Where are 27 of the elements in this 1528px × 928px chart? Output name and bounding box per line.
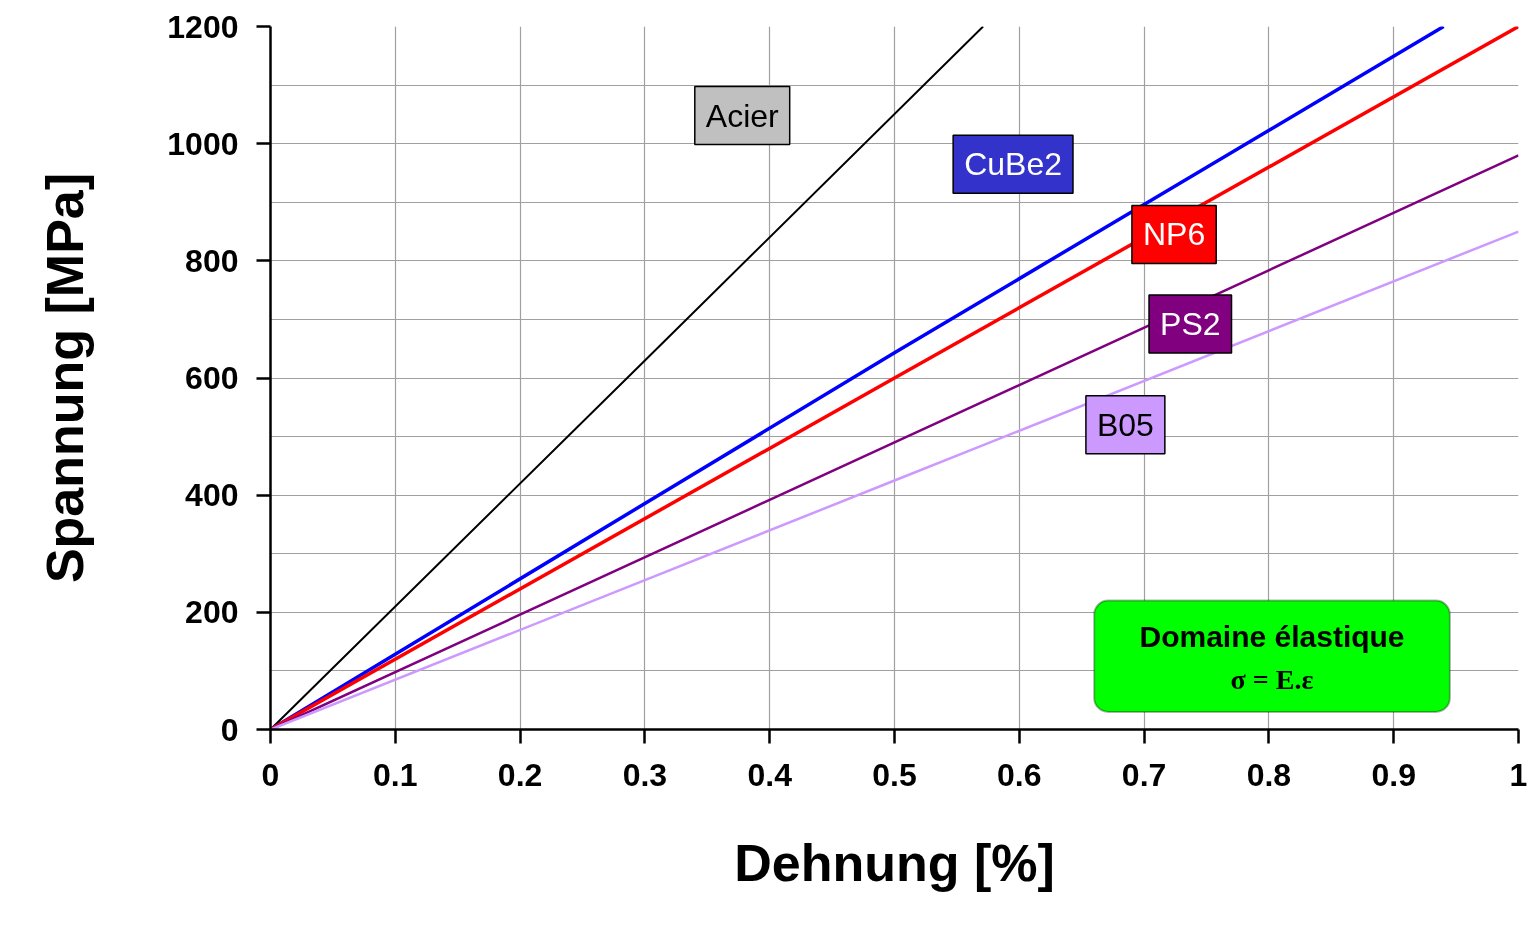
y-tick-label: 1000 xyxy=(167,125,239,162)
x-axis-title: Dehnung [%] xyxy=(734,833,1055,892)
y-tick-label: 200 xyxy=(185,594,239,631)
x-tick-label: 0.7 xyxy=(1121,756,1167,793)
series-label: PS2 xyxy=(1160,306,1221,343)
x-tick-label: 0.9 xyxy=(1371,756,1416,793)
y-tick-label: 400 xyxy=(185,477,239,514)
y-tick-label: 800 xyxy=(185,242,239,279)
x-tick-label: 0.2 xyxy=(497,756,543,793)
annotation: Domaine élastique xyxy=(1139,620,1405,654)
y-tick-label: 0 xyxy=(220,711,239,748)
x-tick-label: 1 xyxy=(1509,756,1528,793)
x-tick-label: 0.6 xyxy=(997,756,1042,793)
series-label: CuBe2 xyxy=(964,146,1062,183)
x-tick-label: 0.5 xyxy=(872,756,917,793)
y-tick-label: 600 xyxy=(185,360,239,396)
text: Acier xyxy=(705,97,780,134)
y-axis-title: Spannung [MPa] xyxy=(36,172,95,584)
x-tick-label: 0.4 xyxy=(747,756,793,793)
x-tick-label: 0 xyxy=(261,756,280,793)
series-label: NP6 xyxy=(1142,216,1206,253)
series-label: B05 xyxy=(1096,406,1154,443)
annotation: σ = E.ε xyxy=(1230,663,1314,695)
x-tick-label: 0.1 xyxy=(373,756,418,793)
x-tick-label: 0.3 xyxy=(622,756,668,793)
x-tick-label: 0.8 xyxy=(1246,756,1292,793)
y-tick-label: 1200 xyxy=(167,8,239,45)
